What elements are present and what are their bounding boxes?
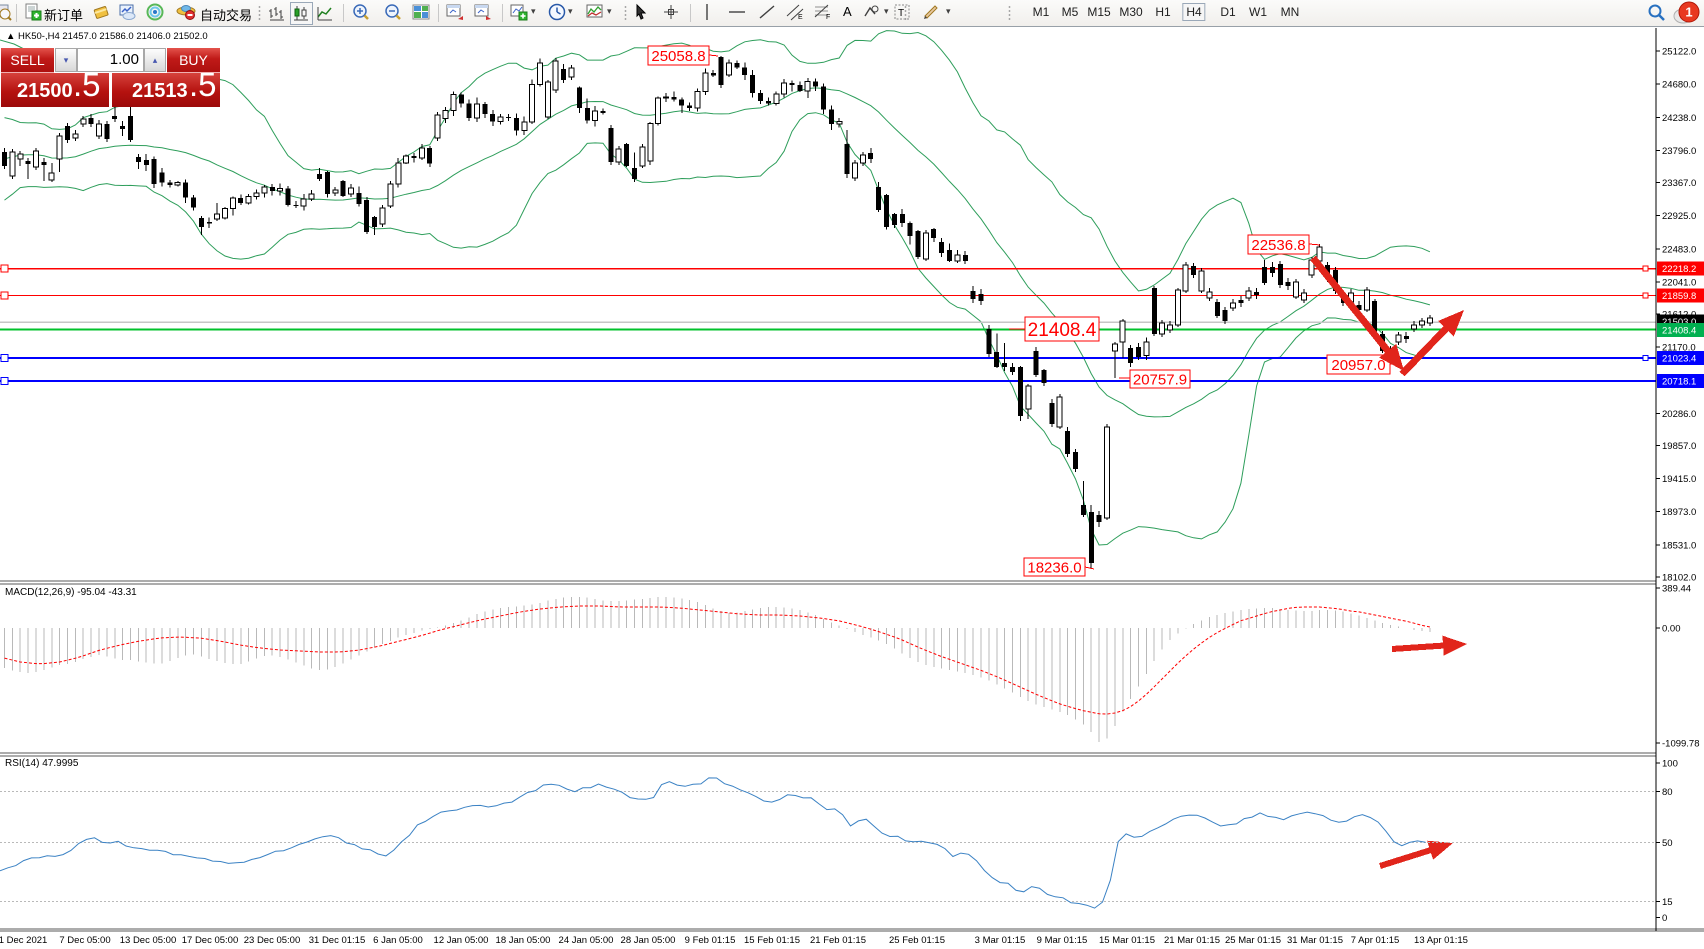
svg-text:20286.0: 20286.0: [1662, 409, 1696, 420]
svg-text:18 Jan 05:00: 18 Jan 05:00: [496, 935, 551, 946]
svg-text:-1099.78: -1099.78: [1662, 739, 1700, 750]
svg-text:31 Mar 01:15: 31 Mar 01:15: [1287, 935, 1343, 946]
svg-text:21 Feb 01:15: 21 Feb 01:15: [810, 935, 866, 946]
svg-text:12 Jan 05:00: 12 Jan 05:00: [434, 935, 489, 946]
svg-text:18236.0: 18236.0: [1027, 559, 1081, 576]
svg-text:18973.0: 18973.0: [1662, 507, 1696, 518]
svg-text:F: F: [826, 14, 830, 21]
svg-text:18531.0: 18531.0: [1662, 540, 1696, 551]
svg-text:24238.0: 24238.0: [1662, 113, 1696, 124]
svg-text:22483.0: 22483.0: [1662, 244, 1696, 255]
svg-text:T: T: [898, 8, 904, 19]
svg-text:1 Dec 2021: 1 Dec 2021: [0, 935, 47, 946]
svg-text:18102.0: 18102.0: [1662, 572, 1696, 583]
svg-text:1: 1: [1685, 5, 1692, 20]
svg-text:22041.0: 22041.0: [1662, 277, 1696, 288]
svg-text:24 Jan 05:00: 24 Jan 05:00: [559, 935, 614, 946]
svg-text:28 Jan 05:00: 28 Jan 05:00: [621, 935, 676, 946]
svg-text:20757.9: 20757.9: [1133, 371, 1187, 388]
svg-text:13 Dec 05:00: 13 Dec 05:00: [120, 935, 177, 946]
svg-text:9 Feb 01:15: 9 Feb 01:15: [685, 935, 736, 946]
svg-text:E: E: [798, 14, 803, 21]
svg-text:21859.8: 21859.8: [1662, 291, 1696, 302]
svg-text:19415.0: 19415.0: [1662, 474, 1696, 485]
svg-text:6 Jan 05:00: 6 Jan 05:00: [373, 935, 423, 946]
svg-text:100: 100: [1662, 759, 1678, 770]
svg-text:21408.4: 21408.4: [1028, 320, 1097, 341]
svg-text:21503.0: 21503.0: [1662, 317, 1696, 328]
svg-text:19857.0: 19857.0: [1662, 441, 1696, 452]
svg-text:80: 80: [1662, 787, 1673, 798]
svg-text:31 Dec 01:15: 31 Dec 01:15: [309, 935, 366, 946]
svg-text:20718.1: 20718.1: [1662, 377, 1696, 388]
svg-text:23 Dec 05:00: 23 Dec 05:00: [244, 935, 301, 946]
svg-text:15 Mar 01:15: 15 Mar 01:15: [1099, 935, 1155, 946]
svg-text:25 Feb 01:15: 25 Feb 01:15: [889, 935, 945, 946]
svg-text:21023.4: 21023.4: [1662, 354, 1696, 365]
svg-text:RSI(14) 47.9995: RSI(14) 47.9995: [5, 758, 79, 769]
svg-text:0: 0: [1662, 913, 1667, 924]
svg-text:23796.0: 23796.0: [1662, 146, 1696, 157]
svg-text:21408.4: 21408.4: [1662, 325, 1696, 336]
svg-text:24680.0: 24680.0: [1662, 80, 1696, 91]
svg-text:7 Apr 01:15: 7 Apr 01:15: [1351, 935, 1400, 946]
svg-text:13 Apr 01:15: 13 Apr 01:15: [1414, 935, 1468, 946]
svg-text:15 Feb 01:15: 15 Feb 01:15: [744, 935, 800, 946]
svg-text:9 Mar 01:15: 9 Mar 01:15: [1037, 935, 1088, 946]
svg-text:0.00: 0.00: [1662, 624, 1681, 635]
svg-text:20957.0: 20957.0: [1331, 357, 1385, 374]
svg-text:7 Dec 05:00: 7 Dec 05:00: [59, 935, 110, 946]
svg-text:3 Mar 01:15: 3 Mar 01:15: [975, 935, 1026, 946]
svg-text:21170.0: 21170.0: [1662, 343, 1696, 354]
svg-text:▲ HK50-,H4 21457.0 21586.0 21: ▲ HK50-,H4 21457.0 21586.0 21406.0 21502…: [6, 31, 208, 42]
svg-text:25058.8: 25058.8: [651, 48, 705, 65]
svg-text:22925.0: 22925.0: [1662, 211, 1696, 222]
svg-text:17 Dec 05:00: 17 Dec 05:00: [182, 935, 239, 946]
svg-text:MACD(12,26,9) -95.04 -43.31: MACD(12,26,9) -95.04 -43.31: [5, 587, 137, 598]
svg-text:25 Mar 01:15: 25 Mar 01:15: [1225, 935, 1281, 946]
svg-text:22218.2: 22218.2: [1662, 264, 1696, 275]
svg-text:25122.0: 25122.0: [1662, 47, 1696, 58]
svg-text:389.44: 389.44: [1662, 584, 1691, 595]
svg-text:21 Mar 01:15: 21 Mar 01:15: [1164, 935, 1220, 946]
svg-text:15: 15: [1662, 897, 1673, 908]
svg-text:23367.0: 23367.0: [1662, 178, 1696, 189]
svg-text:22536.8: 22536.8: [1251, 237, 1305, 254]
svg-text:50: 50: [1662, 838, 1673, 849]
